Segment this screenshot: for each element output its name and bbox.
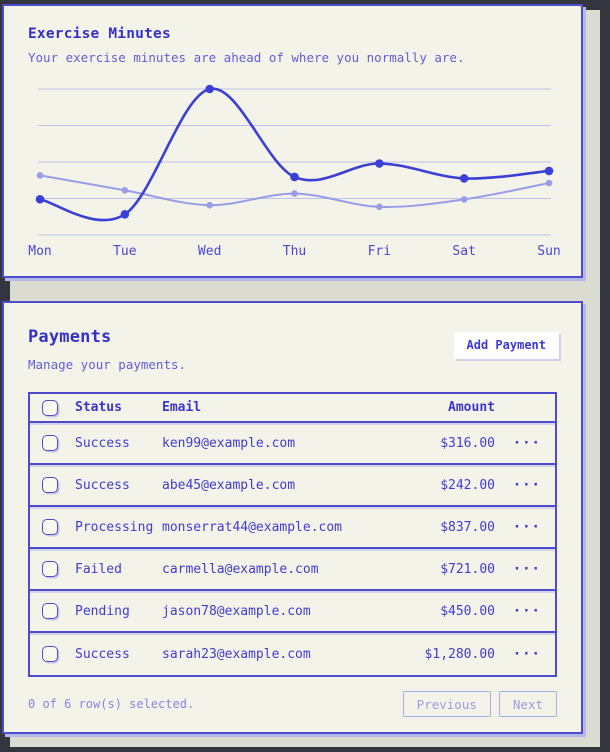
x-axis-tick-label: Mon [28,244,51,259]
row-email: jason78@example.com [162,603,311,619]
x-axis-tick-label: Sun [537,244,560,259]
row-status: Processing [75,519,154,535]
x-axis-tick-label: Tue [113,244,137,259]
row-actions-menu-button[interactable]: ··· [513,520,541,534]
table-row[interactable]: Success abe45@example.com $242.00 ··· [30,465,555,507]
payments-card: Payments Manage your payments. Add Payme… [2,301,583,734]
next-page-button[interactable]: Next [498,691,557,717]
row-actions-menu-button[interactable]: ··· [513,436,541,450]
ellipsis-icon: ··· [512,476,541,493]
row-amount: $242.00 [440,477,495,493]
row-amount: $450.00 [440,603,495,619]
row-amount: $837.00 [440,519,495,535]
row-amount: $721.00 [440,561,495,577]
row-amount: $316.00 [440,435,495,451]
row-checkbox[interactable] [42,435,58,451]
ellipsis-icon: ··· [512,434,541,451]
add-payment-button[interactable]: Add Payment [453,332,559,359]
exercise-card-subtitle: Your exercise minutes are ahead of where… [28,50,465,65]
email-column-header: Email [162,400,202,415]
table-header-row: Status Email Amount [30,394,555,423]
row-checkbox[interactable] [42,603,58,619]
selection-status-text: 0 of 6 row(s) selected. [28,697,195,711]
row-checkbox[interactable] [42,561,58,577]
exercise-card: Exercise Minutes Your exercise minutes a… [2,4,583,278]
row-status: Success [75,477,130,493]
payments-card-subtitle: Manage your payments. [28,357,187,372]
row-actions-menu-button[interactable]: ··· [513,478,541,492]
row-email: carmella@example.com [162,561,319,577]
row-status: Pending [75,603,130,619]
select-all-checkbox[interactable] [42,399,58,416]
row-actions-menu-button[interactable]: ··· [513,562,541,576]
payments-table: Status Email Amount Success ken99@exampl… [28,392,557,677]
row-actions-menu-button[interactable]: ··· [513,647,541,661]
x-axis-tick-label: Fri [368,244,391,259]
exercise-card-title: Exercise Minutes [28,26,171,42]
table-row[interactable]: Processing monserrat44@example.com $837.… [30,507,555,549]
row-status: Failed [75,561,122,577]
ellipsis-icon: ··· [512,602,541,619]
status-column-header: Status [75,400,122,415]
ellipsis-icon: ··· [512,518,541,535]
table-body: Success ken99@example.com $316.00 ··· Su… [30,423,555,675]
row-actions-menu-button[interactable]: ··· [513,604,541,618]
previous-page-button[interactable]: Previous [402,691,491,717]
ellipsis-icon: ··· [512,645,541,662]
exercise-line-chart: Mon Tue Wed Thu Fri Sat Sun [28,84,561,259]
row-email: sarah23@example.com [162,646,311,662]
row-status: Success [75,646,130,662]
row-email: monserrat44@example.com [162,519,343,535]
row-checkbox[interactable] [42,477,58,493]
table-row[interactable]: Failed carmella@example.com $721.00 ··· [30,549,555,591]
row-email: abe45@example.com [162,477,296,493]
table-row[interactable]: Success sarah23@example.com $1,280.00 ··… [30,633,555,675]
row-checkbox[interactable] [42,519,58,535]
table-row[interactable]: Success ken99@example.com $316.00 ··· [30,423,555,465]
x-axis-tick-label: Sat [452,244,475,259]
amount-column-header: Amount [448,400,495,415]
row-checkbox[interactable] [42,646,58,662]
pagination-controls: Previous Next [402,691,557,717]
row-status: Success [75,435,130,451]
row-email: ken99@example.com [162,435,296,451]
table-row[interactable]: Pending jason78@example.com $450.00 ··· [30,591,555,633]
x-axis-tick-label: Wed [198,244,221,259]
x-axis-tick-label: Thu [283,244,306,259]
ellipsis-icon: ··· [512,560,541,577]
payments-card-title: Payments [28,327,112,347]
table-footer: 0 of 6 row(s) selected. Previous Next [28,691,557,717]
row-amount: $1,280.00 [424,646,495,662]
